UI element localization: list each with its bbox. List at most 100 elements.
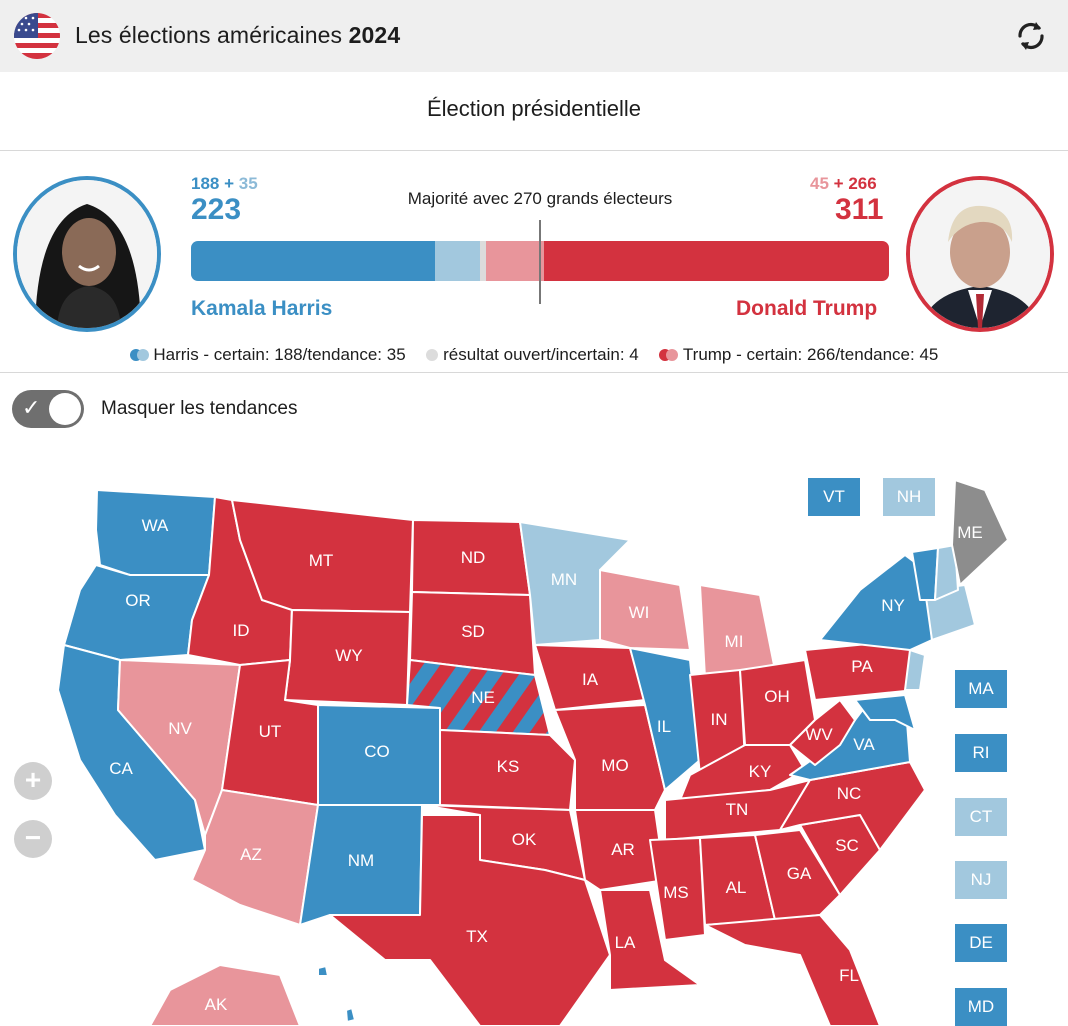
trump-name: Donald Trump bbox=[736, 297, 878, 320]
trump-certain: 266 bbox=[848, 174, 877, 193]
label-sd: SD bbox=[461, 622, 485, 641]
label-nm: NM bbox=[348, 851, 374, 870]
label-nv: NV bbox=[168, 719, 192, 738]
check-icon: ✓ bbox=[22, 395, 41, 420]
label-ca: CA bbox=[109, 759, 133, 778]
open-dot bbox=[426, 349, 439, 361]
app-title-year: 2024 bbox=[348, 22, 401, 48]
legend-trump-text: Trump - certain: 266/tendance: 45 bbox=[682, 345, 939, 364]
label-ks: KS bbox=[497, 757, 520, 776]
state-hi2[interactable] bbox=[345, 1007, 356, 1023]
label-wv: WV bbox=[805, 725, 833, 744]
majority-label: Majorité avec 270 grands électeurs bbox=[407, 189, 673, 208]
state-box-de[interactable]: DE bbox=[955, 924, 1007, 962]
state-nj[interactable] bbox=[904, 649, 926, 691]
label-la: LA bbox=[615, 933, 636, 952]
legend-open: résultat ouvert/incertain: 4 bbox=[426, 345, 643, 364]
label-or: OR bbox=[125, 591, 151, 610]
label-ak: AK bbox=[205, 995, 228, 1014]
legend-open-text: résultat ouvert/incertain: 4 bbox=[443, 345, 639, 364]
state-tx[interactable] bbox=[329, 814, 611, 1026]
zoom-in-icon[interactable]: + bbox=[14, 762, 52, 800]
label-mn: MN bbox=[551, 570, 577, 589]
trump-total: 311 bbox=[835, 193, 884, 226]
bar-trump-certain bbox=[543, 241, 889, 281]
state-fl[interactable] bbox=[704, 914, 881, 1026]
hide-trends-label: Masquer les tendances bbox=[101, 398, 298, 419]
divider bbox=[0, 372, 1068, 373]
state-il[interactable] bbox=[629, 647, 701, 791]
label-me: ME bbox=[957, 523, 983, 542]
label-mt: MT bbox=[309, 551, 334, 570]
label-ny: NY bbox=[881, 596, 905, 615]
state-box-ma[interactable]: MA bbox=[955, 670, 1007, 708]
electoral-bar bbox=[191, 241, 889, 281]
label-ok: OK bbox=[512, 830, 537, 849]
bar-trump-trend bbox=[485, 241, 544, 281]
state-box-md[interactable]: MD bbox=[955, 988, 1007, 1026]
state-ms[interactable] bbox=[649, 837, 706, 941]
toggle-knob bbox=[49, 393, 81, 425]
state-box-vt[interactable]: VT bbox=[808, 478, 860, 516]
legend-harris-text: Harris - certain: 188/tendance: 35 bbox=[153, 345, 406, 364]
trump-avatar bbox=[906, 176, 1054, 332]
label-ar: AR bbox=[611, 840, 635, 859]
hide-trends-toggle[interactable]: ✓ bbox=[12, 390, 84, 428]
trump-trend-dot bbox=[666, 349, 679, 361]
refresh-icon[interactable] bbox=[1012, 17, 1050, 55]
label-ky: KY bbox=[749, 762, 772, 781]
label-wi: WI bbox=[629, 603, 650, 622]
app-title: Les élections américaines 2024 bbox=[75, 22, 400, 49]
legend: Harris - certain: 188/tendance: 35 résul… bbox=[0, 345, 1068, 365]
label-in: IN bbox=[711, 710, 728, 729]
bar-harris-certain bbox=[191, 241, 435, 281]
state-box-ri[interactable]: RI bbox=[955, 734, 1007, 772]
state-box-nj[interactable]: NJ bbox=[955, 861, 1007, 899]
harris-trend: 35 bbox=[238, 174, 258, 193]
state-ar[interactable] bbox=[574, 809, 666, 891]
label-oh: OH bbox=[764, 687, 790, 706]
state-ga[interactable] bbox=[754, 829, 841, 921]
legend-trump: Trump - certain: 266/tendance: 45 bbox=[659, 345, 938, 364]
label-va: VA bbox=[853, 735, 875, 754]
label-tn: TN bbox=[726, 800, 749, 819]
label-co: CO bbox=[364, 742, 390, 761]
label-wy: WY bbox=[335, 646, 362, 665]
label-id: ID bbox=[233, 621, 250, 640]
label-tx: TX bbox=[466, 927, 488, 946]
us-flag-icon bbox=[14, 13, 60, 59]
label-al: AL bbox=[726, 878, 747, 897]
plus-sign: + bbox=[224, 174, 235, 193]
label-fl: FL bbox=[839, 966, 859, 985]
state-hi[interactable] bbox=[317, 965, 329, 977]
state-md[interactable] bbox=[854, 694, 916, 731]
state-ks[interactable] bbox=[439, 729, 576, 811]
label-ms: MS bbox=[663, 883, 689, 902]
state-nh-map[interactable] bbox=[934, 544, 959, 601]
label-pa: PA bbox=[851, 657, 873, 676]
app-title-prefix: Les élections américaines bbox=[75, 22, 343, 48]
label-sc: SC bbox=[835, 836, 859, 855]
label-ga: GA bbox=[787, 864, 812, 883]
harris-trend-dot bbox=[136, 349, 149, 361]
label-ut: UT bbox=[259, 722, 282, 741]
state-wy[interactable] bbox=[284, 609, 411, 706]
state-wv[interactable] bbox=[789, 699, 856, 766]
state-la[interactable] bbox=[599, 889, 701, 991]
state-ak[interactable] bbox=[149, 964, 301, 1026]
page-title: Élection présidentielle bbox=[426, 96, 642, 121]
top-bar: Les élections américaines 2024 bbox=[0, 0, 1068, 72]
zoom-out-icon[interactable]: − bbox=[14, 820, 52, 858]
trump-breakdown: 45 + 266 bbox=[810, 174, 877, 194]
state-box-nh[interactable]: NH bbox=[883, 478, 935, 516]
trump-trend: 45 bbox=[810, 174, 829, 193]
state-box-ct[interactable]: CT bbox=[955, 798, 1007, 836]
harris-name: Kamala Harris bbox=[191, 297, 333, 320]
bar-harris-trend bbox=[434, 241, 481, 281]
state-or[interactable] bbox=[63, 564, 210, 661]
state-wi[interactable] bbox=[599, 569, 691, 651]
state-me[interactable] bbox=[951, 479, 1009, 586]
bar-open bbox=[480, 241, 486, 281]
label-nc: NC bbox=[837, 784, 862, 803]
harris-breakdown: 188 + 35 bbox=[191, 174, 258, 194]
